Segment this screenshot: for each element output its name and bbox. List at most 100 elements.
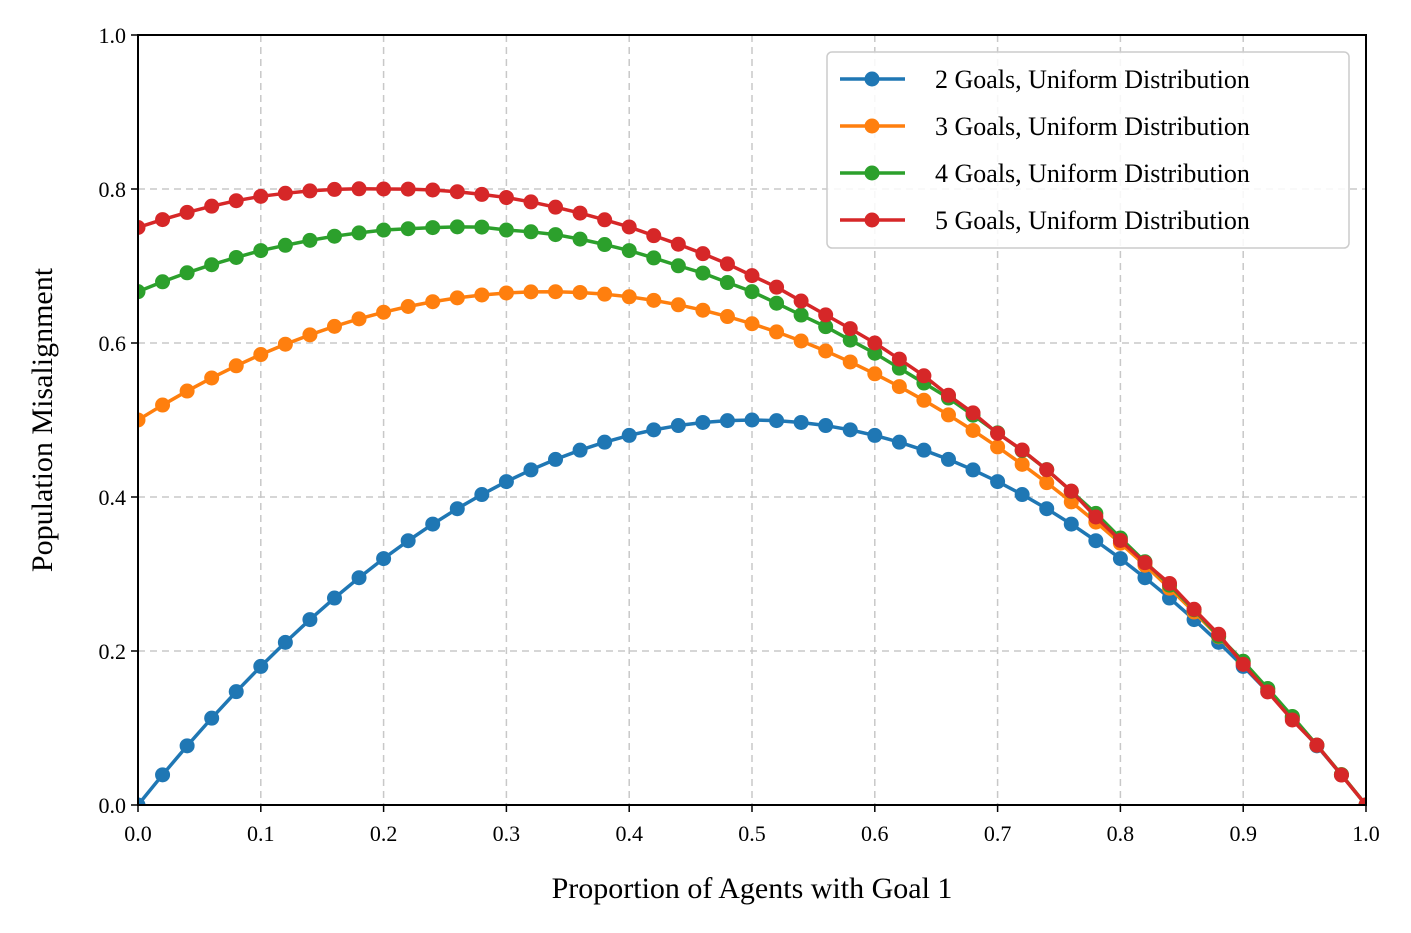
data-point xyxy=(1063,494,1079,510)
data-point xyxy=(523,194,539,210)
data-point xyxy=(138,797,146,805)
data-point xyxy=(400,221,416,237)
data-point xyxy=(302,612,318,628)
legend-marker xyxy=(864,118,880,134)
data-point xyxy=(818,418,834,434)
data-point xyxy=(990,474,1006,490)
data-point xyxy=(326,590,342,606)
data-point xyxy=(449,219,465,235)
data-point xyxy=(204,257,220,273)
data-point xyxy=(572,231,588,247)
data-point xyxy=(179,383,195,399)
data-point xyxy=(138,284,146,300)
data-point xyxy=(597,434,613,450)
data-point xyxy=(621,243,637,259)
axis-ticks: 0.0 0.1 0.2 0.3 0.4 0.5 0.6 0.7 0.8 0.9 1.0 0.0 0.2 0… xyxy=(99,23,1380,846)
data-point xyxy=(326,181,342,197)
data-point xyxy=(670,258,686,274)
data-point xyxy=(646,422,662,438)
legend-marker xyxy=(864,165,880,181)
data-point xyxy=(302,327,318,343)
data-point xyxy=(818,307,834,323)
data-point xyxy=(548,199,564,215)
data-point xyxy=(351,225,367,241)
data-point xyxy=(326,318,342,334)
data-point xyxy=(498,285,514,301)
data-point xyxy=(179,204,195,220)
data-point xyxy=(695,414,711,430)
data-point xyxy=(376,181,392,197)
data-point xyxy=(302,232,318,248)
data-point xyxy=(425,220,441,236)
data-point xyxy=(1039,462,1055,478)
data-point xyxy=(351,311,367,327)
x-tick-label: 0.4 xyxy=(615,821,643,846)
data-point xyxy=(793,307,809,323)
data-point xyxy=(400,181,416,197)
data-point xyxy=(965,422,981,438)
y-tick-label: 0.2 xyxy=(99,639,127,664)
data-point xyxy=(1284,712,1300,728)
data-point xyxy=(425,294,441,310)
y-tick-label: 0.6 xyxy=(99,331,127,356)
data-point xyxy=(1014,456,1030,472)
data-point xyxy=(867,427,883,443)
data-point xyxy=(891,434,907,450)
data-point xyxy=(867,366,883,382)
data-point xyxy=(572,284,588,300)
x-tick-label: 0.5 xyxy=(738,821,766,846)
legend-label: 3 Goals, Uniform Distribution xyxy=(935,112,1250,141)
data-point xyxy=(400,299,416,315)
data-point xyxy=(1063,483,1079,499)
data-point xyxy=(204,198,220,214)
data-point xyxy=(277,634,293,650)
data-point xyxy=(719,309,735,325)
data-point xyxy=(351,181,367,197)
data-point xyxy=(769,279,785,295)
x-tick-label: 0.9 xyxy=(1229,821,1257,846)
data-point xyxy=(1333,767,1349,783)
data-point xyxy=(940,451,956,467)
data-point xyxy=(1235,656,1251,672)
data-point xyxy=(597,212,613,228)
data-point xyxy=(842,321,858,337)
data-point xyxy=(1211,626,1227,642)
data-point xyxy=(695,246,711,262)
data-point xyxy=(548,451,564,467)
data-point xyxy=(719,275,735,291)
legend-label: 4 Goals, Uniform Distribution xyxy=(935,159,1250,188)
legend-marker xyxy=(864,71,880,87)
data-point xyxy=(425,182,441,198)
data-point xyxy=(155,397,171,413)
data-point xyxy=(670,236,686,252)
data-point xyxy=(449,501,465,517)
legend-box xyxy=(826,51,1350,249)
data-point xyxy=(597,286,613,302)
y-tick-label: 0.0 xyxy=(99,793,127,818)
data-point xyxy=(277,237,293,253)
legend-label: 2 Goals, Uniform Distribution xyxy=(935,65,1250,94)
data-point xyxy=(646,228,662,244)
data-point xyxy=(523,462,539,478)
x-axis-label: Proportion of Agents with Goal 1 xyxy=(552,872,953,905)
data-point xyxy=(793,414,809,430)
data-point xyxy=(744,268,760,284)
x-tick-label: 0.7 xyxy=(984,821,1012,846)
data-point xyxy=(695,302,711,318)
data-point xyxy=(670,418,686,434)
data-point xyxy=(1309,737,1325,753)
legend-item: 5 Goals, Uniform Distribution xyxy=(840,206,1250,235)
data-point xyxy=(425,516,441,532)
data-point xyxy=(498,190,514,206)
data-point xyxy=(548,227,564,243)
x-tick-label: 0.1 xyxy=(247,821,275,846)
data-point xyxy=(474,219,490,235)
y-tick-label: 0.4 xyxy=(99,485,127,510)
data-point xyxy=(326,228,342,244)
data-point xyxy=(253,243,269,259)
data-point xyxy=(621,427,637,443)
data-point xyxy=(646,250,662,266)
data-point xyxy=(1186,601,1202,617)
data-point xyxy=(253,188,269,204)
data-point xyxy=(204,370,220,386)
